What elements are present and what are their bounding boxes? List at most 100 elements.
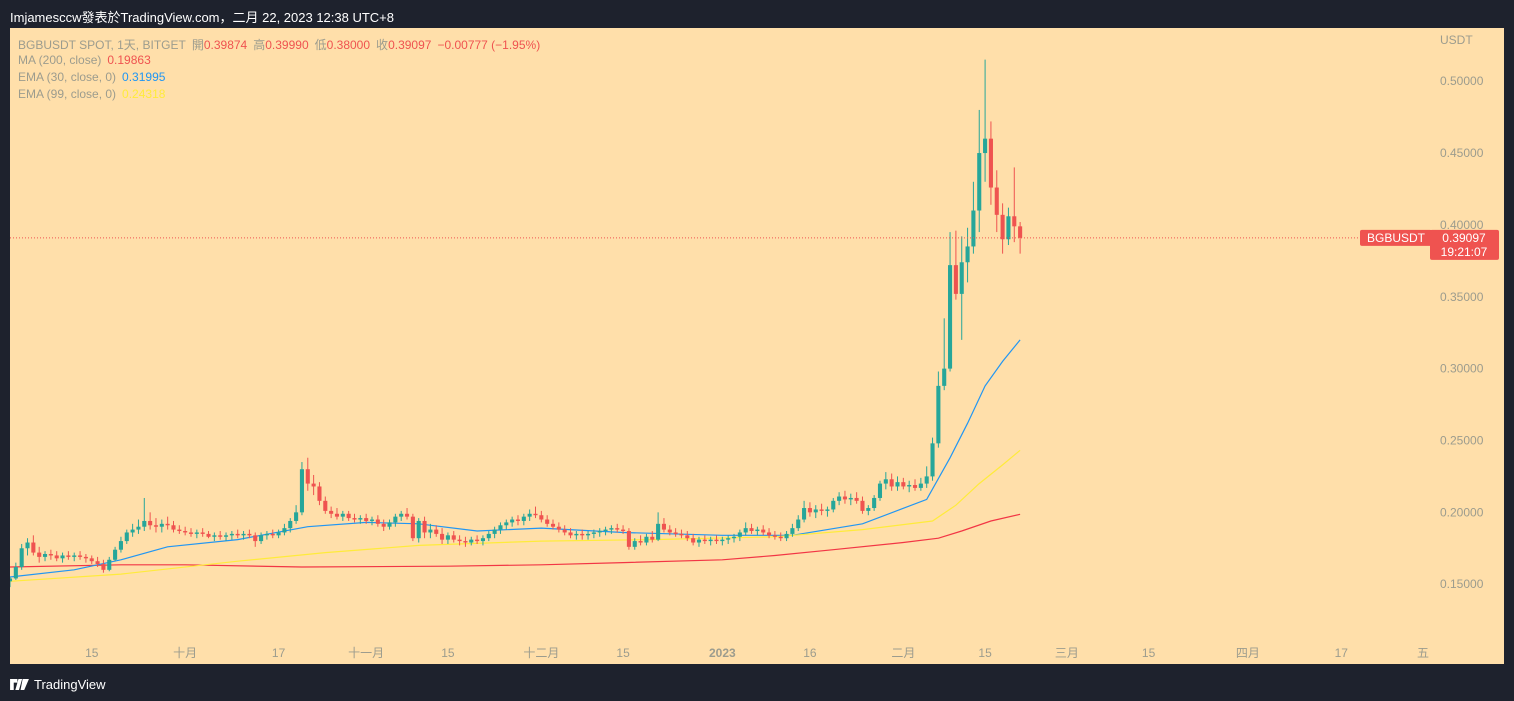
candle-body: [971, 210, 976, 247]
y-tick-label: 0.45000: [1440, 146, 1484, 160]
candle-body: [504, 522, 509, 526]
candle-body: [369, 519, 375, 521]
candle-body: [264, 533, 269, 536]
y-tick-label: 0.40000: [1440, 218, 1484, 232]
x-tick-label: 15: [85, 646, 99, 660]
series-line-0: [10, 513, 1021, 568]
price-chart[interactable]: 0.15000 0.20000 0.25000 0.30000 0.35000 0.400…: [10, 28, 1504, 664]
price-tag: BGBUSDT 0.39097 19:21:07: [1360, 229, 1499, 260]
candle-body: [644, 536, 649, 543]
candle-body: [983, 138, 988, 154]
candle-body: [492, 529, 497, 534]
legend-ema99-row[interactable]: EMA (99, close, 0) 0.24318: [18, 87, 171, 101]
series-line-2: [10, 449, 1021, 582]
candle-body: [708, 539, 713, 542]
candle-body: [1006, 216, 1011, 240]
candle-body: [626, 531, 631, 547]
candle-body: [416, 520, 421, 539]
candle-body: [638, 541, 643, 543]
legend-close-label: 收: [376, 38, 389, 52]
candle-body: [399, 513, 404, 517]
candle-body: [866, 508, 871, 511]
candle-body: [323, 500, 328, 511]
candle-body: [37, 552, 42, 557]
candle-body: [498, 525, 503, 530]
legend-ema30-label: EMA (30, close, 0): [18, 70, 117, 84]
candle-body: [148, 520, 153, 526]
candle-body: [860, 500, 865, 511]
candle-body: [475, 539, 480, 542]
candle-body: [194, 532, 199, 534]
x-tick-label: 15: [616, 646, 630, 660]
candle-body: [54, 555, 59, 559]
candle-body: [463, 541, 468, 543]
x-tick-label: 十二月: [523, 646, 559, 660]
candle-body: [445, 535, 450, 540]
y-axis[interactable]: 0.15000 0.20000 0.25000 0.30000 0.35000 0.400…: [1440, 74, 1484, 591]
chart-panel[interactable]: 0.15000 0.20000 0.25000 0.30000 0.35000 0.400…: [10, 28, 1504, 664]
candle-body: [994, 187, 999, 215]
candle-body: [603, 529, 608, 532]
candle-body: [924, 476, 929, 484]
candle-body: [691, 538, 696, 543]
x-tick-label: 十一月: [348, 646, 384, 660]
legend-ohlc-row: BGBUSDT SPOT, 1天, BITGET 開0.39874 高0.39990…: [18, 36, 546, 53]
candle-body: [317, 486, 322, 501]
y-tick-label: 0.35000: [1440, 290, 1484, 304]
candle-body: [650, 536, 655, 540]
candle-body: [486, 533, 491, 539]
legend-ma200-row[interactable]: MA (200, close) 0.19863: [18, 53, 157, 67]
candle-body: [247, 533, 252, 536]
legend-open-label: 開: [191, 38, 204, 52]
x-tick-label: 17: [272, 646, 286, 660]
candle-body: [107, 559, 112, 570]
candle-body: [621, 529, 626, 532]
price-tag-value: 0.39097: [1442, 231, 1486, 245]
candle-body: [912, 485, 918, 488]
candle-body: [183, 531, 188, 533]
candle-body: [755, 529, 760, 532]
candle-body: [545, 519, 550, 524]
candle-body: [959, 262, 964, 294]
candle-body: [591, 532, 596, 534]
candle-body: [142, 520, 147, 527]
candle-body: [988, 138, 993, 188]
candle-body: [825, 509, 830, 511]
candle-body: [422, 520, 427, 533]
candle-body: [936, 385, 941, 444]
candle-body: [282, 528, 287, 533]
candle-body: [1018, 226, 1023, 238]
tradingview-branding[interactable]: TradingView: [10, 677, 106, 692]
candle-body: [42, 554, 48, 557]
price-tag-value-bg: [1430, 229, 1499, 260]
x-tick-label: 17: [1335, 646, 1349, 660]
candle-body: [346, 513, 351, 519]
candle-body: [521, 516, 526, 521]
candle-body: [136, 526, 141, 530]
candle-body: [311, 483, 316, 487]
candle-body: [772, 535, 777, 537]
candle-body: [66, 555, 71, 557]
candle-body: [89, 558, 94, 562]
candle-body: [288, 520, 293, 529]
candle-body: [574, 533, 579, 536]
x-axis[interactable]: 15 十月 17 十一月 15 十二月 15 2023 16 二月 15 三月 15 四月 17 五: [85, 646, 1429, 660]
candle-body: [778, 536, 783, 539]
candle-body: [854, 497, 859, 501]
candle-body: [550, 523, 556, 527]
candle-body: [480, 538, 485, 542]
candle-body: [726, 538, 731, 540]
candle-body: [299, 469, 304, 513]
candle-body: [78, 555, 83, 557]
candle-body: [188, 532, 194, 534]
legend-low-value: 0.38000: [326, 38, 371, 52]
y-tick-label: 0.30000: [1440, 362, 1484, 376]
legend-change-value: −0.00777 (−1.95%): [437, 38, 541, 52]
x-tick-label: 2023: [709, 646, 736, 660]
candles: [10, 59, 1023, 588]
candle-body: [533, 513, 538, 516]
candle-body: [393, 516, 398, 523]
y-tick-label: 0.15000: [1440, 577, 1484, 591]
publication-header: Imjamesccw發表於TradingView.com，二月 22, 2023…: [10, 10, 395, 25]
legend-ema30-row[interactable]: EMA (30, close, 0) 0.31995: [18, 70, 171, 84]
